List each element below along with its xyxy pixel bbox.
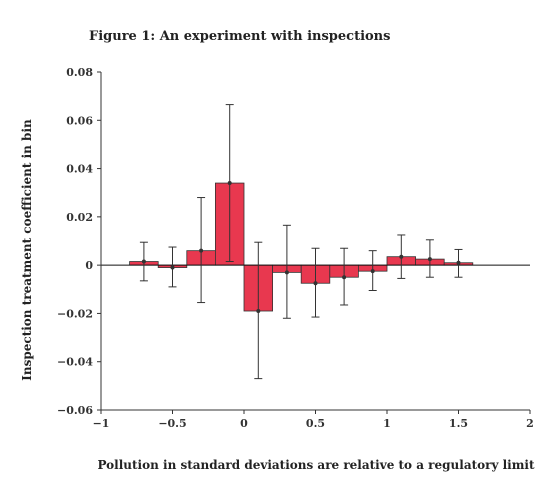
point-estimate bbox=[256, 309, 261, 314]
y-tick-label: 0 bbox=[85, 259, 93, 272]
y-tick-label: −0.06 bbox=[57, 404, 93, 417]
x-axis-ticks: −1 −0.5 0 0.5 1 1.5 2 bbox=[93, 410, 534, 430]
point-estimate bbox=[399, 254, 404, 259]
point-estimate bbox=[141, 259, 146, 264]
point-estimate bbox=[313, 281, 318, 286]
y-tick-label: −0.02 bbox=[57, 307, 93, 320]
x-tick-label: −1 bbox=[93, 417, 110, 430]
x-tick-label: 1 bbox=[383, 417, 391, 430]
point-estimate bbox=[427, 257, 432, 262]
x-tick-label: 2 bbox=[526, 417, 534, 430]
y-axis-ticks: −0.06 −0.04 −0.02 0 0.02 0.04 0.06 0.08 bbox=[57, 66, 101, 417]
y-axis-label: Inspection treatment coefficient in bin bbox=[20, 119, 34, 381]
point-estimate bbox=[342, 275, 347, 280]
point-estimate bbox=[456, 260, 461, 265]
point-estimate bbox=[284, 270, 289, 275]
x-tick-label: 0.5 bbox=[306, 417, 325, 430]
y-tick-label: −0.04 bbox=[57, 356, 93, 369]
y-tick-label: 0.02 bbox=[66, 211, 93, 224]
point-estimate bbox=[199, 248, 204, 253]
point-estimate bbox=[370, 269, 375, 274]
x-tick-label: −0.5 bbox=[158, 417, 186, 430]
y-tick-label: 0.08 bbox=[66, 66, 93, 79]
chart-title: Figure 1: An experiment with inspections bbox=[89, 29, 390, 44]
y-tick-label: 0.06 bbox=[66, 114, 93, 127]
point-estimate bbox=[170, 265, 175, 270]
point-estimate bbox=[227, 181, 232, 186]
x-axis-label: Pollution in standard deviations are rel… bbox=[97, 458, 535, 472]
x-tick-label: 0 bbox=[240, 417, 248, 430]
bars-layer bbox=[129, 182, 474, 312]
y-tick-label: 0.04 bbox=[66, 163, 93, 176]
error-bars-layer bbox=[139, 104, 463, 380]
x-tick-label: 1.5 bbox=[449, 417, 468, 430]
points-layer bbox=[141, 181, 461, 314]
plot-area bbox=[101, 104, 530, 380]
